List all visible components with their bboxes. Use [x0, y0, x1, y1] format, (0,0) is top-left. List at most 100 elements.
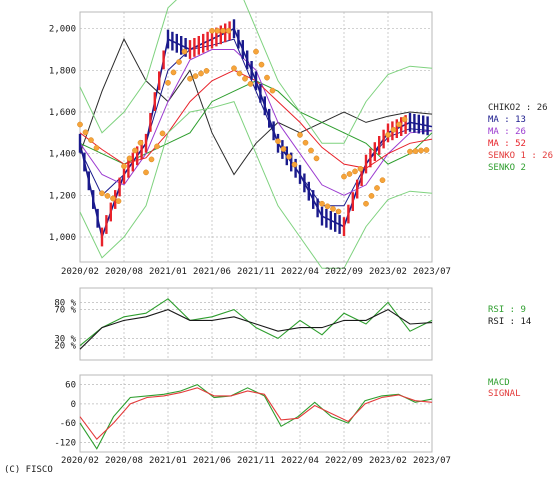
- sar-dot: [423, 147, 430, 153]
- candle-bar: [400, 117, 403, 136]
- y-tick-label: 1,200: [49, 191, 76, 201]
- candle-bar: [325, 208, 328, 228]
- y-tick-label: 20 %: [54, 342, 76, 352]
- legend-entry: MA : 13: [488, 115, 526, 125]
- candle-bar: [250, 61, 253, 80]
- candle-bar: [202, 33, 205, 53]
- candle-bar: [272, 121, 275, 141]
- candle-bar: [259, 83, 262, 103]
- candle-bar: [369, 148, 372, 168]
- sar-dot: [352, 168, 358, 175]
- sar-dot: [214, 27, 221, 34]
- y-tick-label: 1,600: [49, 108, 76, 118]
- sar-dot: [269, 87, 276, 94]
- candle-bar: [382, 129, 385, 149]
- candle-bar: [413, 113, 416, 133]
- sar-dot: [165, 79, 171, 86]
- candle-bar: [356, 179, 359, 199]
- sar-dot: [231, 65, 237, 72]
- candle-bar: [215, 27, 218, 47]
- candle-bar: [162, 50, 165, 70]
- candle-bar: [364, 154, 368, 174]
- sar-dot: [104, 193, 111, 199]
- sar-dot: [126, 155, 133, 162]
- macd-panel: 60 0 -60 -120 2020/02 2020/08 2021/01 2021/06 20…: [54, 374, 521, 466]
- x-tick-label: 2023/02: [369, 267, 407, 277]
- sar-dot: [291, 161, 298, 168]
- candle-bar: [338, 215, 341, 234]
- candle-bar: [232, 19, 236, 39]
- sar-dot: [143, 169, 149, 176]
- candle-bar: [329, 211, 332, 230]
- sar-dot: [379, 177, 386, 184]
- series-line-chikou: [79, 37, 433, 176]
- sar-dot: [297, 132, 303, 138]
- price-panel: 2,000 1,800 1,600 1,400 1,200 1,000 2020/02 202…: [49, 0, 553, 277]
- x-tick-label: 2022/09: [325, 267, 363, 277]
- candle-bar: [122, 165, 126, 184]
- sar-dot: [132, 147, 138, 154]
- sar-dot: [313, 155, 320, 162]
- sar-dot: [88, 137, 94, 143]
- candle-bar: [347, 204, 350, 224]
- sar-dot: [258, 61, 265, 68]
- sar-dot: [121, 163, 127, 170]
- x-tick-label: 2021/11: [237, 267, 275, 277]
- candle-bar: [360, 167, 363, 186]
- sar-dot: [407, 148, 413, 155]
- sar-dot: [324, 203, 331, 210]
- series-line-macd: [79, 383, 433, 450]
- candle-bar: [241, 40, 244, 59]
- sar-dot: [302, 139, 309, 146]
- sar-dot: [363, 200, 369, 207]
- candle-bar: [175, 33, 178, 53]
- y-tick-label: 80 %: [54, 298, 76, 308]
- sar-dot: [198, 70, 204, 77]
- candle-bar: [78, 133, 82, 153]
- candle-bar: [312, 190, 315, 209]
- candle-bar: [180, 36, 183, 55]
- candle-bar: [298, 165, 302, 184]
- candle-bar: [268, 108, 271, 128]
- candle-bar: [303, 173, 306, 193]
- rsi9-legend: RSI : 9: [488, 305, 526, 315]
- candle-bar: [188, 40, 192, 59]
- series-line-ma-26: [79, 49, 433, 196]
- candle-bar: [351, 192, 354, 211]
- y-tick-label: -120: [54, 438, 76, 448]
- candle-bar: [422, 115, 425, 135]
- candle-bar: [87, 171, 90, 191]
- x-tick-label: 2023/07: [413, 456, 451, 466]
- sar-dot: [82, 129, 89, 136]
- sar-dot: [396, 121, 402, 128]
- candle-bar: [395, 119, 398, 138]
- x-tick-label: 2023/07: [413, 267, 451, 277]
- sar-dot: [253, 48, 259, 55]
- x-tick-label: 2020/02: [61, 456, 99, 466]
- signal-legend: SIGNAL: [488, 389, 521, 399]
- candle-bar: [92, 190, 95, 209]
- candle-bar: [131, 152, 134, 172]
- candle-bar: [193, 38, 196, 57]
- candle-bar: [118, 177, 121, 197]
- macd-legend: MACD: [488, 378, 510, 388]
- candle-bar: [294, 158, 297, 178]
- sar-dot: [176, 59, 182, 65]
- sar-dot: [368, 193, 375, 199]
- x-tick-label: 2020/02: [61, 267, 99, 277]
- candle-bar: [426, 116, 429, 136]
- sar-dot: [286, 153, 292, 160]
- sar-dot: [374, 185, 380, 191]
- candle-bar: [105, 215, 108, 234]
- sar-dot: [77, 121, 83, 128]
- candle-bar: [246, 50, 249, 70]
- sar-dot: [275, 138, 281, 145]
- sar-dot: [319, 200, 325, 207]
- y-tick-label: 60: [65, 381, 76, 391]
- copyright-text: (C) FISCO: [4, 465, 53, 475]
- candle-bar: [197, 36, 200, 55]
- y-tick-label: 70 %: [54, 306, 76, 316]
- sar-dot: [192, 73, 199, 79]
- candle-bar: [224, 23, 227, 43]
